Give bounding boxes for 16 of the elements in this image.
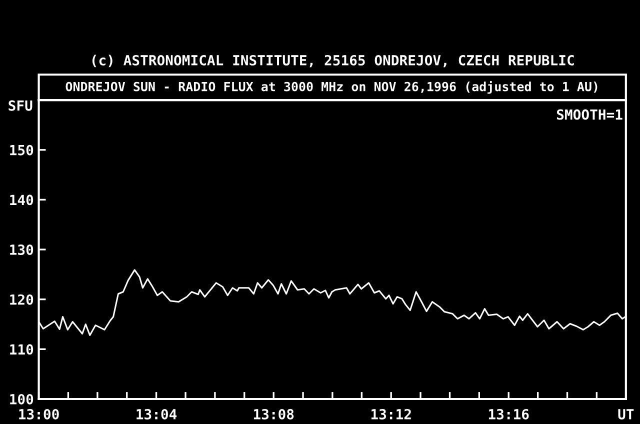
x-tick-label: 13:08 <box>254 408 294 420</box>
x-tick-label: 13:04 <box>136 408 177 420</box>
y-axis-title: SFU <box>8 100 32 111</box>
y-tick-label: 100 <box>10 394 34 404</box>
annotation: SMOOTH=1 <box>556 109 622 120</box>
y-tick-label: 150 <box>10 144 34 156</box>
y-tick-label: 120 <box>10 294 34 305</box>
x-tick-label: UT <box>618 409 634 420</box>
x-tick-label: 13:12 <box>371 408 411 420</box>
chart-subtitle: ONDREJOV SUN - RADIO FLUX at 3000 MHz on NOV 26,1996 (adjusted to 1 AU) <box>66 80 598 94</box>
x-tick-label: 13:00 <box>19 408 59 420</box>
chart-title: (c) ASTRONOMICAL INSTITUTE, 25165 ONDREJOV, CZECH REPUBLIC <box>92 54 574 68</box>
y-tick-label: 130 <box>10 244 34 255</box>
y-tick-label: 110 <box>10 344 34 355</box>
x-tick-label: 13:16 <box>488 408 529 420</box>
y-tick-label: 140 <box>10 194 34 206</box>
